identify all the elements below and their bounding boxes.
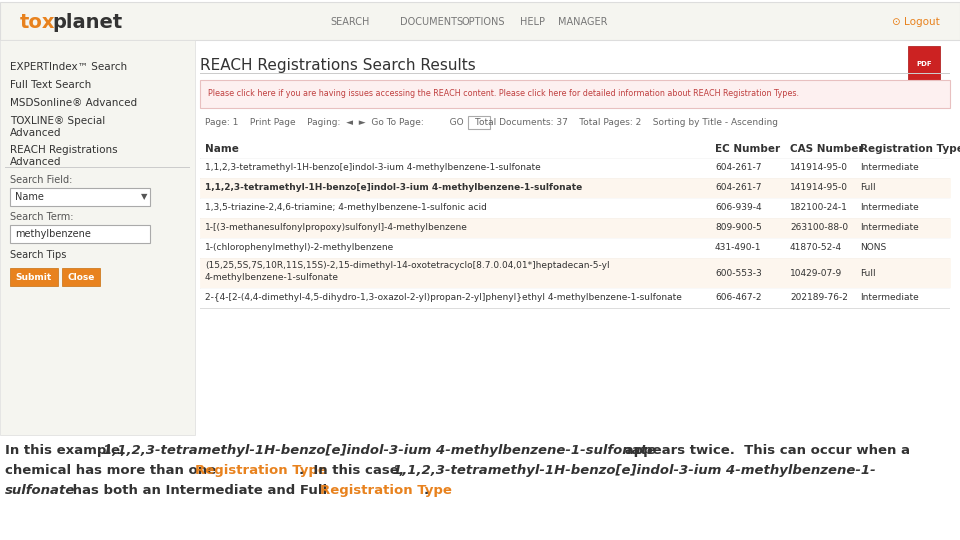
FancyBboxPatch shape (200, 158, 950, 159)
Text: Search Field:: Search Field: (10, 175, 72, 185)
Text: Intermediate: Intermediate (860, 164, 919, 172)
Text: CAS Number: CAS Number (790, 144, 863, 154)
Text: 141914-95-0: 141914-95-0 (790, 164, 848, 172)
Text: Please click here if you are having issues accessing the REACH content. Please c: Please click here if you are having issu… (208, 90, 799, 98)
FancyBboxPatch shape (5, 167, 190, 168)
Text: 10429-07-9: 10429-07-9 (790, 268, 842, 278)
Text: 141914-95-0: 141914-95-0 (790, 184, 848, 192)
Text: (15,25,5S,7S,10R,11S,15S)-2,15-dimethyl-14-oxotetracyclo[8.7.0.04,01*]heptadecan: (15,25,5S,7S,10R,11S,15S)-2,15-dimethyl-… (205, 261, 610, 271)
Text: 600-553-3: 600-553-3 (715, 268, 761, 278)
Text: HELP: HELP (520, 17, 545, 27)
FancyBboxPatch shape (0, 40, 195, 435)
FancyBboxPatch shape (10, 268, 58, 286)
Text: 606-467-2: 606-467-2 (715, 294, 761, 302)
Text: 182100-24-1: 182100-24-1 (790, 204, 848, 213)
Text: 41870-52-4: 41870-52-4 (790, 244, 842, 253)
Text: DOCUMENTS: DOCUMENTS (400, 17, 463, 27)
Text: tox: tox (20, 12, 56, 31)
Text: 202189-76-2: 202189-76-2 (790, 294, 848, 302)
Text: Search Term:: Search Term: (10, 212, 74, 222)
FancyBboxPatch shape (200, 218, 950, 238)
Text: .  In this case,: . In this case, (299, 464, 409, 477)
Text: REACH Registrations: REACH Registrations (10, 145, 118, 155)
Text: Registration Type: Registration Type (195, 464, 326, 477)
Text: chemical has more than one: chemical has more than one (5, 464, 221, 477)
FancyBboxPatch shape (200, 288, 950, 308)
FancyBboxPatch shape (200, 158, 950, 178)
Text: 604-261-7: 604-261-7 (715, 164, 761, 172)
Text: Page: 1    Print Page    Paging:  ◄  ►  Go To Page:         GO    Total Document: Page: 1 Print Page Paging: ◄ ► Go To Pag… (205, 118, 778, 127)
Text: .: . (424, 484, 429, 497)
Text: appears twice.  This can occur when a: appears twice. This can occur when a (620, 444, 910, 457)
Text: 604-261-7: 604-261-7 (715, 184, 761, 192)
Text: 4-methylbenzene-1-sulfonate: 4-methylbenzene-1-sulfonate (205, 273, 339, 282)
FancyBboxPatch shape (10, 225, 150, 243)
Text: MANAGER: MANAGER (558, 17, 608, 27)
FancyBboxPatch shape (200, 178, 950, 198)
FancyBboxPatch shape (908, 46, 940, 82)
Text: 1,1,2,3-tetramethyl-1H-benzo[e]indol-3-ium 4-methylbenzene-1-sulfonate: 1,1,2,3-tetramethyl-1H-benzo[e]indol-3-i… (205, 184, 583, 192)
Text: TOXLINE® Special: TOXLINE® Special (10, 116, 106, 126)
Text: 2-{4-[2-(4,4-dimethyl-4,5-dihydro-1,3-oxazol-2-yl)propan-2-yl]phenyl}ethyl 4-met: 2-{4-[2-(4,4-dimethyl-4,5-dihydro-1,3-ox… (205, 294, 682, 302)
Text: planet: planet (52, 12, 122, 31)
Text: Full: Full (860, 184, 876, 192)
Text: ▼: ▼ (140, 192, 147, 201)
Text: Advanced: Advanced (10, 128, 61, 138)
FancyBboxPatch shape (468, 116, 490, 129)
Text: 606-939-4: 606-939-4 (715, 204, 761, 213)
FancyBboxPatch shape (0, 2, 960, 40)
Text: SEARCH: SEARCH (330, 17, 370, 27)
FancyBboxPatch shape (200, 258, 950, 288)
Text: Close: Close (67, 273, 95, 281)
Text: In this example,: In this example, (5, 444, 130, 457)
Text: Intermediate: Intermediate (860, 294, 919, 302)
Text: Full: Full (860, 268, 876, 278)
Text: 263100-88-0: 263100-88-0 (790, 224, 848, 233)
Text: EXPERTIndex™ Search: EXPERTIndex™ Search (10, 62, 127, 72)
Text: has both an Intermediate and Full: has both an Intermediate and Full (68, 484, 332, 497)
Text: PDF: PDF (916, 61, 932, 67)
Text: methylbenzene: methylbenzene (15, 229, 91, 239)
FancyBboxPatch shape (200, 140, 950, 158)
Text: 809-900-5: 809-900-5 (715, 224, 761, 233)
Text: REACH Registrations Search Results: REACH Registrations Search Results (200, 58, 476, 73)
Text: 1,1,2,3-tetramethyl-1H-benzo[e]indol-3-ium 4-methylbenzene-1-sulfonate: 1,1,2,3-tetramethyl-1H-benzo[e]indol-3-i… (205, 164, 540, 172)
FancyBboxPatch shape (10, 188, 150, 206)
Text: Registration Type: Registration Type (860, 144, 960, 154)
Text: ⊙ Logout: ⊙ Logout (892, 17, 940, 27)
Text: 1,1,2,3-tetramethyl-1H-benzo[e]indol-3-ium 4-methylbenzene-1-sulfonate: 1,1,2,3-tetramethyl-1H-benzo[e]indol-3-i… (103, 444, 656, 457)
FancyBboxPatch shape (200, 238, 950, 258)
Text: sulfonate: sulfonate (5, 484, 76, 497)
Text: Search Tips: Search Tips (10, 250, 66, 260)
Text: 1,3,5-triazine-2,4,6-triamine; 4-methylbenzene-1-sulfonic acid: 1,3,5-triazine-2,4,6-triamine; 4-methylb… (205, 204, 487, 213)
Text: Name: Name (205, 144, 239, 154)
Text: OPTIONS: OPTIONS (462, 17, 506, 27)
Text: Submit: Submit (16, 273, 52, 281)
FancyBboxPatch shape (62, 268, 100, 286)
Text: Registration Type: Registration Type (320, 484, 452, 497)
Text: Full Text Search: Full Text Search (10, 80, 91, 90)
Text: NONS: NONS (860, 244, 886, 253)
Text: Intermediate: Intermediate (860, 224, 919, 233)
Text: 431-490-1: 431-490-1 (715, 244, 761, 253)
Text: 1-[(3-methanesulfonylpropoxy)sulfonyl]-4-methylbenzene: 1-[(3-methanesulfonylpropoxy)sulfonyl]-4… (205, 224, 468, 233)
Text: 1,1,2,3-tetramethyl-1H-benzo[e]indol-3-ium 4-methylbenzene-1-: 1,1,2,3-tetramethyl-1H-benzo[e]indol-3-i… (393, 464, 876, 477)
FancyBboxPatch shape (200, 80, 950, 108)
Text: Intermediate: Intermediate (860, 204, 919, 213)
Text: EC Number: EC Number (715, 144, 780, 154)
Text: 1-(chlorophenylmethyl)-2-methylbenzene: 1-(chlorophenylmethyl)-2-methylbenzene (205, 244, 395, 253)
FancyBboxPatch shape (200, 73, 950, 74)
Text: Name: Name (15, 192, 44, 202)
Text: MSDSonline® Advanced: MSDSonline® Advanced (10, 98, 137, 108)
FancyBboxPatch shape (200, 198, 950, 218)
Text: Advanced: Advanced (10, 157, 61, 167)
